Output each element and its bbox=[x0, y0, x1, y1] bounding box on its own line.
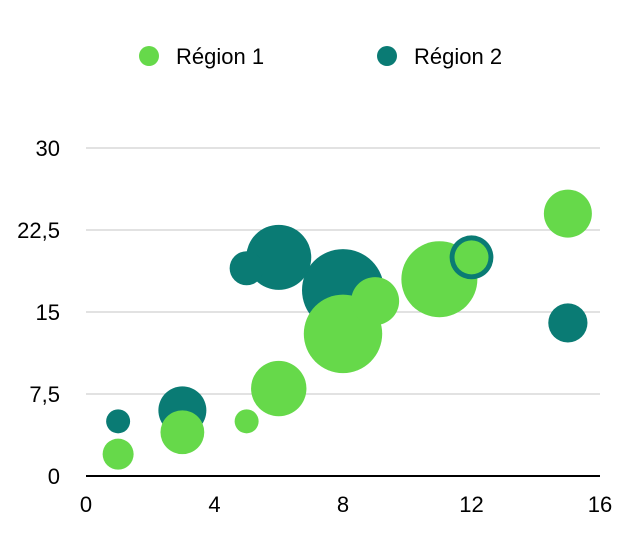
y-tick-label: 0 bbox=[48, 464, 60, 489]
bubble-region-1 bbox=[234, 409, 259, 434]
bubble-region-1 bbox=[160, 410, 205, 455]
x-tick-label: 4 bbox=[208, 492, 220, 517]
y-tick-label: 22,5 bbox=[17, 218, 60, 243]
y-tick-label: 7,5 bbox=[29, 382, 60, 407]
x-tick-label: 8 bbox=[337, 492, 349, 517]
legend-label-region-1: Région 1 bbox=[176, 44, 264, 69]
bubble-region-1 bbox=[351, 277, 400, 326]
x-tick-label: 16 bbox=[588, 492, 612, 517]
x-tick-label: 12 bbox=[459, 492, 483, 517]
legend-label-region-2: Région 2 bbox=[414, 44, 502, 69]
y-tick-label: 30 bbox=[36, 136, 60, 161]
legend-marker-region-2 bbox=[377, 46, 397, 66]
x-axis-tick-labels: 0 4 8 12 16 bbox=[80, 492, 612, 517]
legend-marker-region-1 bbox=[139, 46, 159, 66]
bubble-region-1 bbox=[454, 240, 489, 275]
bubble-region-2 bbox=[106, 409, 131, 434]
bubble-region-1 bbox=[102, 438, 134, 470]
legend: Région 1 Région 2 bbox=[139, 44, 502, 69]
plot-area bbox=[102, 189, 592, 470]
bubble-region-1 bbox=[251, 360, 307, 417]
x-tick-label: 0 bbox=[80, 492, 92, 517]
y-axis-tick-labels: 0 7,5 15 22,5 30 bbox=[17, 136, 60, 489]
bubble-region-2 bbox=[229, 251, 264, 286]
y-tick-label: 15 bbox=[36, 300, 60, 325]
gridlines bbox=[86, 147, 600, 395]
bubble-region-1 bbox=[543, 189, 592, 238]
bubble-region-2 bbox=[548, 303, 588, 343]
